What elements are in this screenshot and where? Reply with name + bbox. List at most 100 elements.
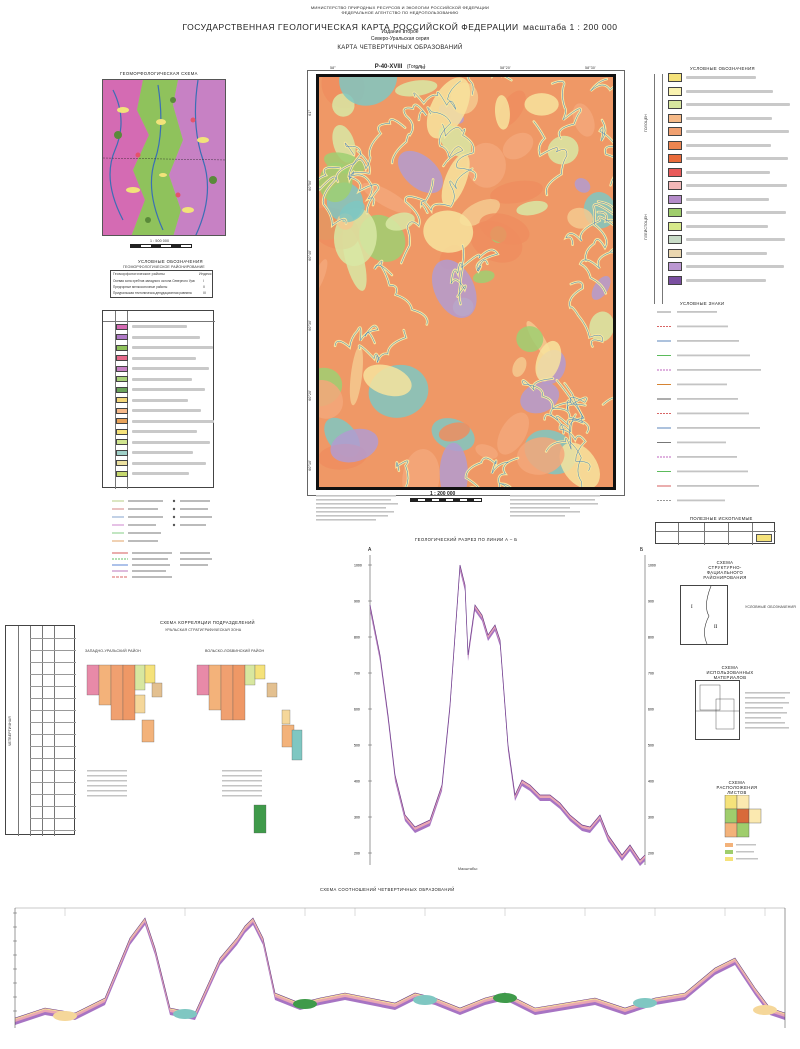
left-legend-row bbox=[103, 460, 206, 467]
legend-swatch bbox=[116, 428, 128, 435]
right-legend-row bbox=[668, 73, 756, 82]
strat-row-divider bbox=[30, 638, 76, 639]
ratio-deposit-lens bbox=[413, 995, 437, 1005]
use-title: СХЕМА ИСПОЛЬЗОВАННЫХ МАТЕРИАЛОВ bbox=[706, 665, 754, 680]
legend-text-placeholder bbox=[686, 211, 786, 214]
right-legend-row bbox=[668, 100, 790, 109]
correlation-unit-block bbox=[141, 719, 155, 743]
legend-swatch bbox=[116, 470, 128, 477]
map-unit-patch bbox=[535, 340, 562, 382]
geomorph-scale: 1 : 500 000 bbox=[150, 239, 170, 243]
strat-row-divider bbox=[30, 806, 76, 807]
geomorph-row-2: Предгорные мелкосопочные районы bbox=[113, 285, 168, 289]
right-legend-row bbox=[668, 275, 766, 285]
legend-text-placeholder bbox=[132, 451, 193, 454]
legend-text-placeholder bbox=[132, 409, 201, 412]
geomorph-row-1-index: I bbox=[203, 279, 204, 283]
geomorph-table: Геоморфологические районы Индекс Осевая … bbox=[110, 270, 213, 298]
map-unit-patch bbox=[319, 259, 328, 295]
river-line bbox=[420, 168, 473, 213]
map-unit-patch bbox=[330, 428, 379, 463]
correlation-unit-block bbox=[134, 664, 146, 691]
right-symbols-title: УСЛОВНЫЕ ЗНАКИ bbox=[680, 301, 725, 306]
strat-row-divider bbox=[30, 722, 76, 723]
correlation-unit-block bbox=[110, 664, 124, 721]
symbol-text-placeholder bbox=[677, 427, 760, 429]
river-line bbox=[579, 249, 613, 294]
correlation-note-placeholder bbox=[222, 780, 262, 782]
right-legend-row bbox=[668, 235, 785, 244]
correlation-note-placeholder bbox=[222, 785, 262, 787]
left-legend-row bbox=[103, 376, 192, 383]
legend-swatch bbox=[668, 235, 682, 244]
legend-text-placeholder bbox=[686, 251, 767, 255]
legend-swatch bbox=[668, 73, 682, 82]
legend-text-placeholder bbox=[686, 278, 766, 282]
svg-text:I: I bbox=[691, 605, 693, 610]
symbol-text-placeholder bbox=[677, 383, 727, 386]
strat-row-divider bbox=[30, 782, 76, 783]
river-line bbox=[358, 329, 407, 363]
legend-swatch bbox=[668, 248, 682, 258]
legend-holocene: ГОЛОЦЕН bbox=[644, 114, 648, 133]
correlation-note-placeholder bbox=[222, 770, 262, 772]
river-line bbox=[552, 80, 581, 139]
symbol-text-placeholder bbox=[677, 398, 738, 400]
river-line bbox=[336, 119, 406, 182]
correlation-note-placeholder bbox=[87, 795, 127, 797]
legend-swatch bbox=[116, 376, 128, 382]
strat-row-divider bbox=[30, 662, 76, 663]
legend-text-placeholder bbox=[686, 197, 769, 201]
left-legend-row bbox=[103, 334, 200, 341]
right-legend-row bbox=[668, 208, 786, 217]
left-legend-row bbox=[103, 365, 209, 372]
map-lat-label: 60°40' bbox=[308, 250, 312, 261]
svg-text:II: II bbox=[714, 625, 718, 630]
right-legend-row bbox=[668, 86, 773, 96]
map-unit-patch bbox=[431, 259, 477, 318]
river-line bbox=[498, 457, 519, 487]
section-axis-label: 700 bbox=[354, 672, 360, 676]
correlation-unit-block bbox=[144, 664, 156, 684]
geomorph-scalebar bbox=[130, 244, 192, 248]
legend-text-placeholder bbox=[686, 157, 788, 160]
right-legend-row bbox=[668, 127, 789, 136]
strat-system: ЧЕТВЕРТИЧНАЯ bbox=[8, 716, 12, 746]
legend-swatch bbox=[668, 100, 682, 109]
ratio-deposit-lens bbox=[173, 1009, 197, 1019]
section-axis-label: 900 bbox=[648, 600, 654, 604]
left-legend-row bbox=[103, 439, 210, 446]
left-legend-row bbox=[103, 344, 213, 351]
legend-swatch bbox=[116, 460, 128, 466]
river-line bbox=[334, 325, 379, 348]
legend-text-placeholder bbox=[132, 367, 209, 370]
strat-row-divider bbox=[30, 818, 76, 819]
map-lon-label: 58° bbox=[330, 66, 336, 70]
left-legend-row bbox=[103, 449, 193, 456]
legend-text-placeholder bbox=[686, 130, 789, 133]
map-lat-label: 60°50' bbox=[308, 180, 312, 191]
map-name: КАРТА ЧЕТВЕРТИЧНЫХ ОБРАЗОВАНИЙ bbox=[337, 45, 463, 51]
quaternary-map[interactable] bbox=[316, 74, 616, 490]
correlation-note-placeholder bbox=[87, 790, 127, 792]
strat-row-divider bbox=[30, 698, 76, 699]
geomorph-extended-legend bbox=[102, 310, 215, 489]
legend-swatch bbox=[116, 355, 128, 361]
correlation-note-placeholder bbox=[87, 780, 127, 782]
minerals-title: ПОЛЕЗНЫЕ ИСКОПАЕМЫЕ bbox=[690, 516, 753, 521]
section-axis-label: 300 bbox=[354, 816, 360, 820]
legend-text-placeholder bbox=[686, 224, 768, 228]
left-legend-row bbox=[103, 407, 201, 414]
section-axis-label: 400 bbox=[354, 780, 360, 784]
geomorph-row-3-index: III bbox=[203, 291, 206, 295]
symbol-text-placeholder bbox=[677, 456, 737, 458]
legend-swatch bbox=[668, 167, 682, 177]
agency-line: ФЕДЕРАЛЬНОЕ АГЕНТСТВО ПО НЕДРОПОЛЬЗОВАНИ… bbox=[341, 10, 459, 15]
river-line bbox=[391, 104, 427, 164]
legend-swatch bbox=[668, 208, 682, 217]
geomorph-row-2-index: II bbox=[203, 285, 205, 289]
left-line-legend bbox=[110, 550, 220, 582]
map-unit-patch bbox=[319, 162, 353, 203]
legend-swatch bbox=[116, 323, 128, 330]
map-unit-patch bbox=[441, 153, 470, 207]
